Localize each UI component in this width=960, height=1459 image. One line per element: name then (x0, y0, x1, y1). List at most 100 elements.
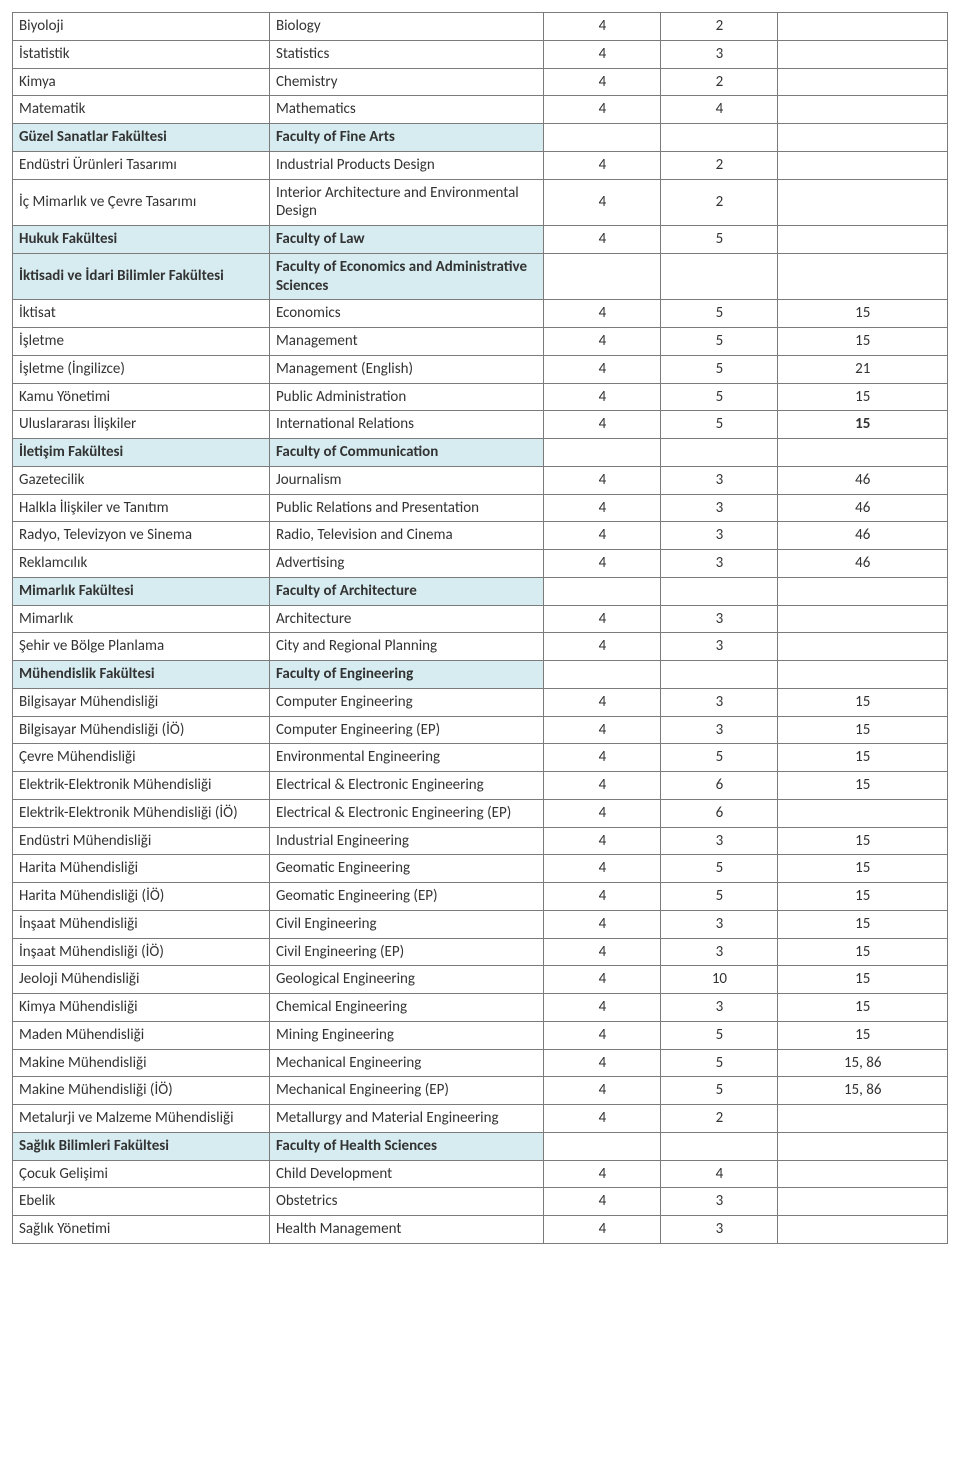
col-n1: 4 (544, 716, 661, 744)
col-n2: 10 (661, 966, 778, 994)
col-n3 (778, 124, 948, 152)
col-n1: 4 (544, 910, 661, 938)
col-turkish: Endüstri Mühendisliği (13, 827, 270, 855)
table-row: Elektrik-Elektronik MühendisliğiElectric… (13, 772, 948, 800)
col-n2 (661, 577, 778, 605)
col-english: Mechanical Engineering (269, 1049, 543, 1077)
col-n1: 4 (544, 1188, 661, 1216)
col-n3 (778, 68, 948, 96)
col-n1: 4 (544, 772, 661, 800)
col-n3: 46 (778, 522, 948, 550)
col-english: Metallurgy and Material Engineering (269, 1105, 543, 1133)
col-turkish: Metalurji ve Malzeme Mühendisliği (13, 1105, 270, 1133)
col-english: Civil Engineering (269, 910, 543, 938)
col-english: Management (English) (269, 355, 543, 383)
col-english: Geomatic Engineering (EP) (269, 883, 543, 911)
col-n3: 15 (778, 383, 948, 411)
col-n1: 4 (544, 550, 661, 578)
col-n2: 5 (661, 883, 778, 911)
faculty-header-row: Mühendislik FakültesiFaculty of Engineer… (13, 661, 948, 689)
col-n3 (778, 661, 948, 689)
col-n1: 4 (544, 605, 661, 633)
col-english: Computer Engineering (269, 688, 543, 716)
col-n3: 15 (778, 883, 948, 911)
col-english: Interior Architecture and Environmental … (269, 179, 543, 226)
col-n2: 2 (661, 68, 778, 96)
col-n3 (778, 40, 948, 68)
col-n2: 4 (661, 96, 778, 124)
col-n1: 4 (544, 827, 661, 855)
table-row: GazetecilikJournalism4346 (13, 466, 948, 494)
col-turkish: İşletme (13, 328, 270, 356)
col-n3: 46 (778, 466, 948, 494)
col-turkish: Uluslararası İlişkiler (13, 411, 270, 439)
col-n2: 5 (661, 411, 778, 439)
col-turkish: Bilgisayar Mühendisliği (İÖ) (13, 716, 270, 744)
col-n2: 3 (661, 550, 778, 578)
table-row: Endüstri Ürünleri TasarımıIndustrial Pro… (13, 151, 948, 179)
col-n3: 15 (778, 910, 948, 938)
col-n3 (778, 179, 948, 226)
col-n3: 15 (778, 1021, 948, 1049)
col-n3 (778, 577, 948, 605)
table-row: Makine MühendisliğiMechanical Engineerin… (13, 1049, 948, 1077)
col-english: Economics (269, 300, 543, 328)
table-row: İstatistikStatistics43 (13, 40, 948, 68)
col-turkish: Ebelik (13, 1188, 270, 1216)
col-english: Faculty of Law (269, 226, 543, 254)
col-n1: 4 (544, 744, 661, 772)
col-turkish: Kimya (13, 68, 270, 96)
col-turkish: İktisat (13, 300, 270, 328)
col-n3 (778, 96, 948, 124)
col-n1: 4 (544, 938, 661, 966)
col-turkish: Gazetecilik (13, 466, 270, 494)
col-n1: 4 (544, 179, 661, 226)
col-n1: 4 (544, 494, 661, 522)
table-row: Makine Mühendisliği (İÖ)Mechanical Engin… (13, 1077, 948, 1105)
col-english: Chemical Engineering (269, 994, 543, 1022)
col-turkish: İktisadi ve İdari Bilimler Fakültesi (13, 253, 270, 300)
col-turkish: İşletme (İngilizce) (13, 355, 270, 383)
col-n2: 4 (661, 1160, 778, 1188)
col-turkish: Kimya Mühendisliği (13, 994, 270, 1022)
col-n1: 4 (544, 883, 661, 911)
col-n3 (778, 799, 948, 827)
col-english: Advertising (269, 550, 543, 578)
col-n1: 4 (544, 522, 661, 550)
col-english: City and Regional Planning (269, 633, 543, 661)
col-english: Mathematics (269, 96, 543, 124)
col-n3: 15 (778, 938, 948, 966)
col-english: International Relations (269, 411, 543, 439)
col-turkish: Hukuk Fakültesi (13, 226, 270, 254)
col-n2: 3 (661, 466, 778, 494)
table-row: BiyolojiBiology42 (13, 13, 948, 41)
col-n2: 5 (661, 383, 778, 411)
col-n2 (661, 661, 778, 689)
col-turkish: Mühendislik Fakültesi (13, 661, 270, 689)
col-turkish: Halkla İlişkiler ve Tanıtım (13, 494, 270, 522)
col-turkish: Güzel Sanatlar Fakültesi (13, 124, 270, 152)
col-n2: 2 (661, 179, 778, 226)
col-turkish: İletişim Fakültesi (13, 439, 270, 467)
col-n3: 15, 86 (778, 1077, 948, 1105)
col-n1: 4 (544, 13, 661, 41)
col-n2 (661, 253, 778, 300)
col-n3: 46 (778, 494, 948, 522)
col-english: Public Administration (269, 383, 543, 411)
col-english: Health Management (269, 1216, 543, 1244)
col-english: Faculty of Health Sciences (269, 1132, 543, 1160)
col-turkish: Sağlık Yönetimi (13, 1216, 270, 1244)
col-n2: 3 (661, 910, 778, 938)
table-row: Bilgisayar MühendisliğiComputer Engineer… (13, 688, 948, 716)
col-n3: 15 (778, 411, 948, 439)
table-row: İktisatEconomics4515 (13, 300, 948, 328)
col-n3: 15 (778, 744, 948, 772)
table-row: KimyaChemistry42 (13, 68, 948, 96)
col-english: Electrical & Electronic Engineering (EP) (269, 799, 543, 827)
table-row: Uluslararası İlişkilerInternational Rela… (13, 411, 948, 439)
col-n3 (778, 1105, 948, 1133)
col-n1 (544, 661, 661, 689)
col-n1: 4 (544, 1216, 661, 1244)
col-n3: 15 (778, 716, 948, 744)
col-n3 (778, 605, 948, 633)
